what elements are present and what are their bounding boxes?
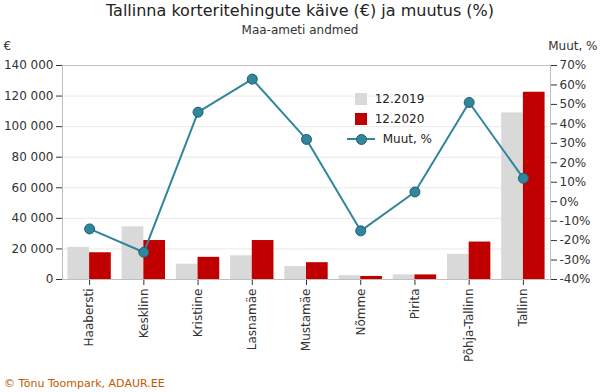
svg-text:Kesklinn: Kesklinn — [137, 289, 151, 339]
svg-text:10%: 10% — [560, 175, 587, 189]
svg-text:Muut, %: Muut, % — [548, 39, 597, 53]
svg-text:0%: 0% — [560, 195, 579, 209]
svg-text:-30%: -30% — [560, 253, 591, 267]
svg-text:20 000: 20 000 — [12, 242, 54, 256]
svg-text:Pirita: Pirita — [408, 289, 422, 320]
svg-text:Lasnamäe: Lasnamäe — [245, 289, 259, 351]
svg-text:0: 0 — [46, 272, 54, 286]
svg-text:70%: 70% — [560, 58, 587, 72]
html-text:12.2020: 12.2020 — [374, 112, 425, 126]
svg-text:20%: 20% — [560, 156, 587, 170]
svg-text:Kristiine: Kristiine — [191, 289, 205, 338]
svg-text:60 000: 60 000 — [12, 181, 54, 195]
svg-text:40 000: 40 000 — [12, 211, 54, 225]
html-text:© Tõnu Toompark, ADAUR.EE: © Tõnu Toompark, ADAUR.EE — [4, 377, 165, 390]
svg-text:Tallinn: Tallinn — [516, 289, 530, 328]
svg-text:120 000: 120 000 — [4, 89, 54, 103]
html-text:Maa-ameti andmed: Maa-ameti andmed — [241, 23, 359, 37]
svg-text:Põhja-Tallinn: Põhja-Tallinn — [462, 289, 476, 363]
svg-text:-20%: -20% — [560, 233, 591, 247]
svg-text:100 000: 100 000 — [4, 119, 54, 133]
svg-text:50%: 50% — [560, 97, 587, 111]
svg-text:140 000: 140 000 — [4, 58, 54, 72]
svg-text:Nõmme: Nõmme — [354, 289, 368, 336]
svg-text:Mustamäe: Mustamäe — [299, 289, 313, 352]
svg-text:40%: 40% — [560, 117, 587, 131]
html-text:Muut, %: Muut, % — [382, 132, 432, 146]
svg-text:-10%: -10% — [560, 214, 591, 228]
svg-text:60%: 60% — [560, 78, 587, 92]
html-text:Tallinna korteritehingute käiv: Tallinna korteritehingute käive (€) ja m… — [106, 1, 494, 20]
html-text:12.2019: 12.2019 — [374, 92, 425, 106]
svg-text:30%: 30% — [560, 136, 587, 150]
svg-text:€: € — [4, 39, 12, 53]
svg-text:80 000: 80 000 — [12, 150, 54, 164]
svg-text:-40%: -40% — [560, 272, 591, 286]
svg-text:Haabersti: Haabersti — [82, 289, 96, 347]
